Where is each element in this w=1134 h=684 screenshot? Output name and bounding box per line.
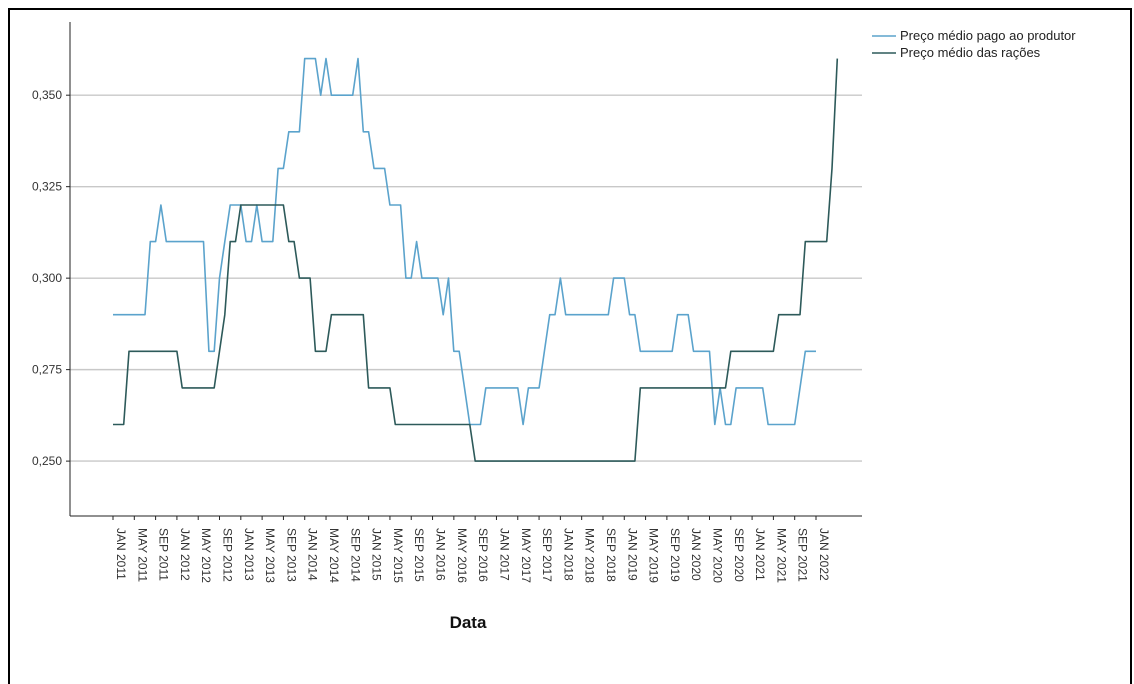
series-line-1 <box>113 58 839 462</box>
y-tick-label-2: 0,300 <box>32 271 62 285</box>
x-tick-label-14: SEP 2015 <box>412 528 426 582</box>
x-tick-label-33: JAN 2022 <box>817 528 831 581</box>
x-tick-label-15: JAN 2016 <box>434 528 448 581</box>
y-tick-label-3: 0,325 <box>32 180 62 194</box>
x-tick-label-26: SEP 2019 <box>668 528 682 582</box>
x-tick-label-5: SEP 2012 <box>221 528 235 582</box>
x-tick-label-20: SEP 2017 <box>540 528 554 582</box>
x-tick-label-32: SEP 2021 <box>796 528 810 582</box>
y-axis-ticks: 0,250 0,275 0,300 0,325 0,350 <box>32 88 70 468</box>
grid-lines <box>70 94 862 462</box>
x-tick-label-16: MAY 2016 <box>455 528 469 583</box>
x-tick-label-24: JAN 2019 <box>625 528 639 581</box>
x-tick-label-27: JAN 2020 <box>689 528 703 581</box>
x-tick-label-1: MAY 2011 <box>135 528 149 582</box>
legend-label-0: Preço médio pago ao produtor <box>900 28 1076 43</box>
x-tick-label-6: JAN 2013 <box>242 528 256 581</box>
x-tick-label-12: JAN 2015 <box>370 528 384 581</box>
x-tick-label-2: SEP 2011 <box>157 528 171 581</box>
x-tick-label-17: SEP 2016 <box>476 528 490 582</box>
x-tick-label-11: SEP 2014 <box>348 528 362 582</box>
series-line-0 <box>113 57 816 426</box>
x-tick-label-3: JAN 2012 <box>178 528 192 581</box>
legend-label-1: Preço médio das rações <box>900 45 1041 60</box>
x-tick-label-8: SEP 2013 <box>284 528 298 582</box>
x-tick-label-13: MAY 2015 <box>391 528 405 583</box>
chart-frame <box>8 8 1132 684</box>
x-tick-label-21: JAN 2018 <box>561 528 575 581</box>
x-tick-label-10: MAY 2014 <box>327 528 341 583</box>
legend: Preço médio pago ao produtor Preço médio … <box>872 28 1076 60</box>
x-tick-label-4: MAY 2012 <box>199 528 213 583</box>
x-axis-label: Data <box>450 613 487 632</box>
x-tick-label-19: MAY 2017 <box>519 528 533 583</box>
series-lines <box>113 57 839 462</box>
y-tick-label-0: 0,250 <box>32 454 62 468</box>
x-tick-label-28: MAY 2020 <box>710 528 724 583</box>
x-tick-label-31: MAY 2021 <box>774 528 788 583</box>
x-tick-label-0: JAN 2011 <box>114 528 128 580</box>
x-tick-label-25: MAY 2019 <box>647 528 661 583</box>
x-tick-label-30: JAN 2021 <box>753 528 767 581</box>
y-tick-label-1: 0,275 <box>32 363 62 377</box>
x-tick-label-9: JAN 2014 <box>306 528 320 581</box>
x-tick-label-29: SEP 2020 <box>732 528 746 582</box>
x-tick-label-22: MAY 2018 <box>583 528 597 583</box>
axes <box>69 22 862 517</box>
y-tick-label-4: 0,350 <box>32 88 62 102</box>
x-axis-ticks: JAN 2011 MAY 2011 SEP 2011 JAN 2012 MAY 2012… <box>112 516 831 583</box>
x-tick-label-7: MAY 2013 <box>263 528 277 583</box>
x-tick-label-23: SEP 2018 <box>604 528 618 582</box>
x-tick-label-18: JAN 2017 <box>497 528 511 581</box>
